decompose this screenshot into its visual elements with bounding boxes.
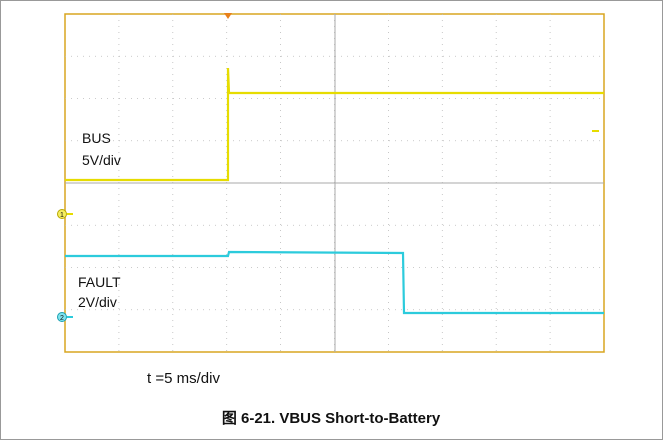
ch1-name: BUS xyxy=(82,130,111,146)
ch2-marker-label: 2 xyxy=(60,315,64,322)
ch2-marker xyxy=(57,312,67,322)
trigger-marker xyxy=(224,13,232,19)
ch1-marker xyxy=(57,209,67,219)
fault-trace xyxy=(65,250,604,315)
bus-trace xyxy=(65,67,604,182)
scope-screen: 1 2 BUS 5V/div FAULT 2V/div xyxy=(57,13,605,353)
timebase: t =5 ms/div xyxy=(147,370,220,387)
ch1-scale: 5V/div xyxy=(82,152,121,168)
caption: 图 6-21. VBUS Short-to-Battery xyxy=(222,410,441,427)
ch2-scale: 2V/div xyxy=(78,294,117,310)
ch2-name: FAULT xyxy=(78,274,121,290)
ch1-marker-label: 1 xyxy=(60,212,64,219)
